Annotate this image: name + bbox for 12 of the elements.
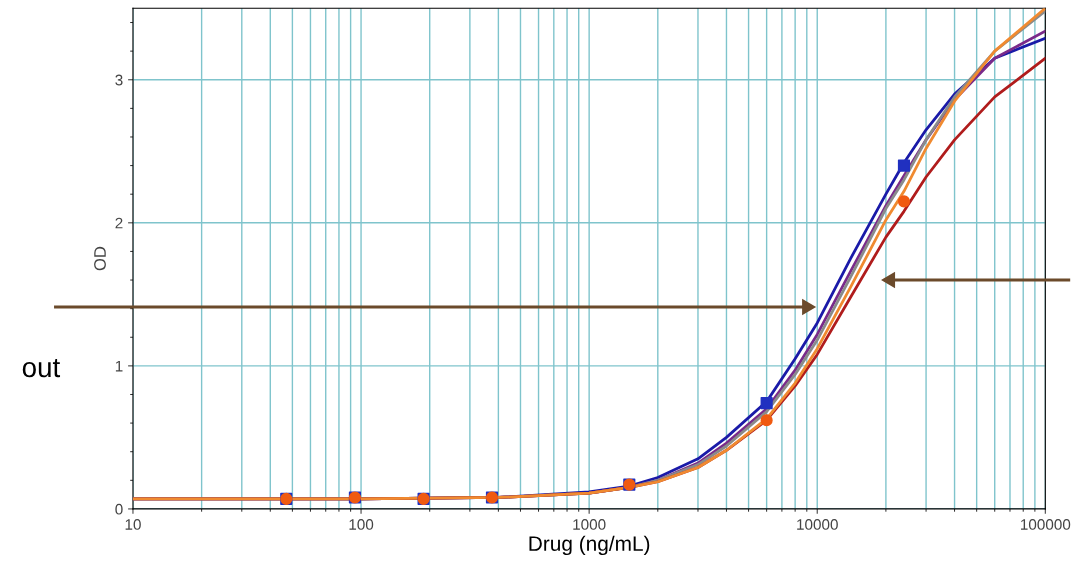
x-tick-label: 10000 [797,519,838,530]
y-tick-label: 0 [115,503,123,515]
x-tick-label: 100000 [1021,519,1071,530]
y-tick-label: 2 [115,217,123,229]
y-tick-label: 3 [115,74,123,86]
x-tick-label: 100 [349,519,374,530]
x-tick-label: 10 [125,519,141,530]
y-tick-label: 1 [115,360,123,372]
y-axis-title: OD [94,246,106,271]
text: out [22,359,61,378]
x-axis-title: Drug (ng/mL) [529,535,650,556]
x-tick-label: 1000 [573,519,606,530]
